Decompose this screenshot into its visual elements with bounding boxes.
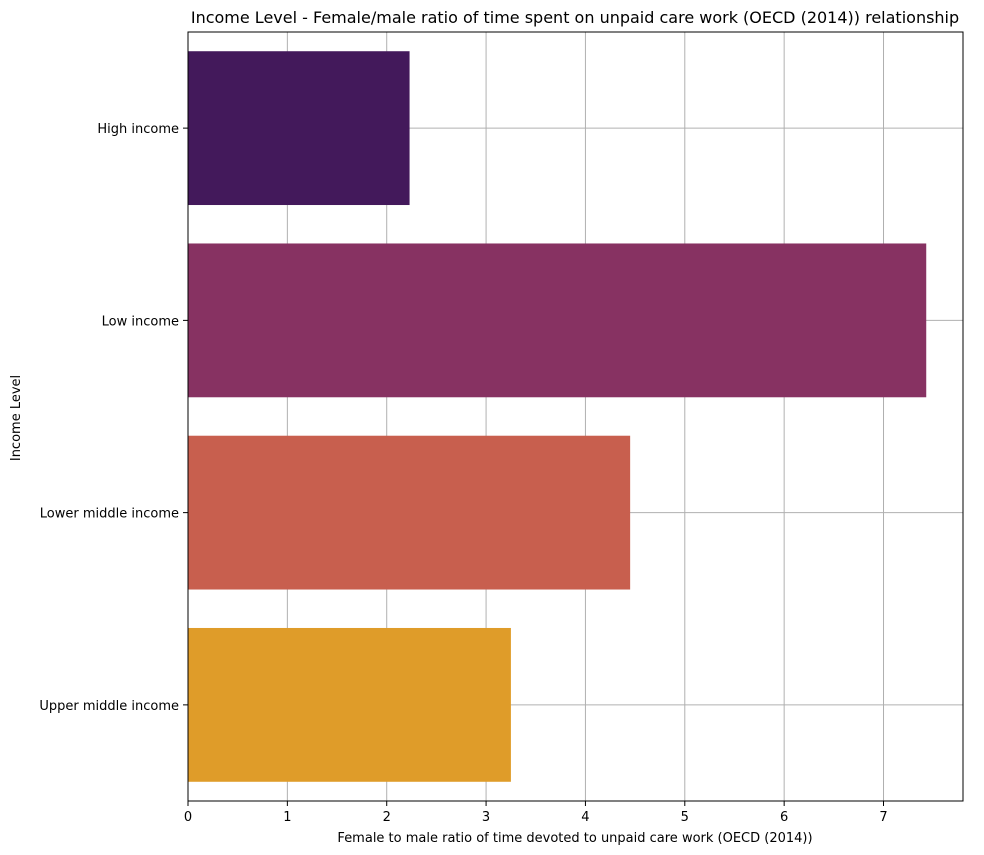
x-tick-label: 0 [184,810,192,825]
y-tick-label: High income [97,122,179,137]
bars [188,51,927,782]
chart-title: Income Level - Female/male ratio of time… [191,8,959,27]
x-tick-label: 1 [283,810,291,825]
y-axis-label: Income Level [9,375,24,461]
x-tick-label: 4 [581,810,589,825]
x-tick-label: 7 [879,810,887,825]
y-tick-label: Low income [102,314,179,329]
bar [188,627,511,782]
y-tick-label: Upper middle income [39,699,179,714]
plot-frame [187,31,964,802]
x-tick-label: 6 [780,810,788,825]
x-tick-label: 2 [383,810,391,825]
axes [187,31,964,802]
bar [188,51,410,206]
x-tick-label: 5 [681,810,689,825]
x-axis-label: Female to male ratio of time devoted to … [337,831,812,846]
bar [188,435,631,590]
bar [188,243,927,398]
ticks: 0 1 2 3 4 5 6 7 High income Low income Lower middl… [39,122,887,825]
y-tick-label: Lower middle income [40,507,179,522]
x-tick-label: 3 [482,810,490,825]
